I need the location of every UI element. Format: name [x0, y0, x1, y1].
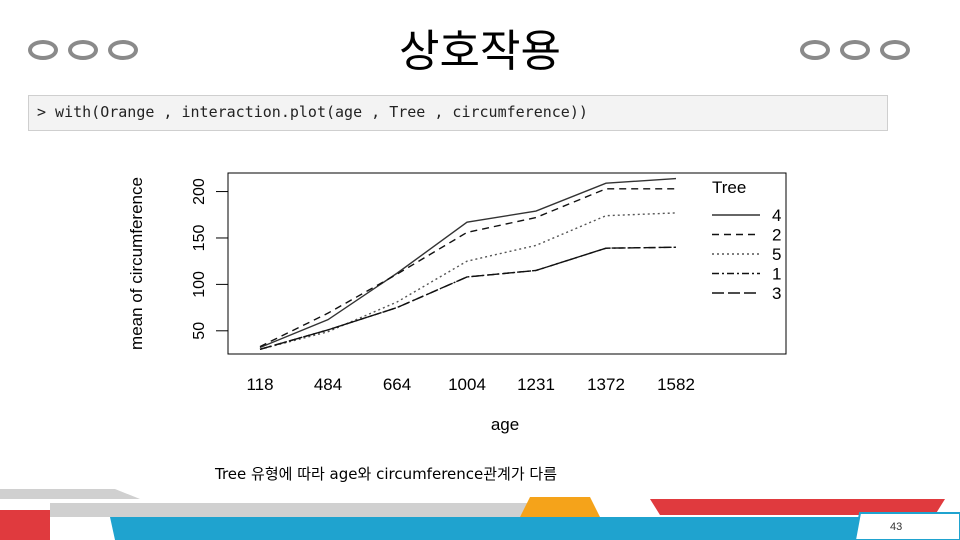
x-tick-label: 1231: [517, 375, 555, 394]
footer-red-right: [650, 499, 945, 515]
x-tick-label: 1372: [587, 375, 625, 394]
y-tick-label: 50: [191, 322, 208, 340]
plot-frame: [227, 172, 787, 355]
x-tick-label: 118: [246, 375, 273, 394]
y-tick-label: 150: [191, 225, 208, 252]
x-axis-label: age: [491, 415, 519, 434]
series-line-4: [259, 177, 677, 349]
y-tick-label: 100: [191, 271, 208, 298]
x-tick-label: 1004: [448, 375, 486, 394]
circle-icon: [800, 40, 830, 60]
legend-label-4: 4: [772, 206, 781, 225]
code-text: > with(Orange , interaction.plot(age , T…: [37, 103, 588, 121]
legend-label-1: 1: [772, 265, 781, 284]
slide-caption: Tree 유형에 따라 age와 circumference관계가 다름: [215, 465, 558, 483]
y-axis-label: mean of circumference: [127, 177, 146, 350]
legend-label-5: 5: [772, 245, 781, 264]
footer-blue-band: [110, 517, 860, 540]
circle-icon: [68, 40, 98, 60]
x-tick-label: 484: [314, 375, 342, 394]
series-line-3: [259, 246, 677, 351]
footer-orange-block: [520, 497, 600, 517]
legend-title: Tree: [712, 178, 746, 197]
code-block: > with(Orange , interaction.plot(age , T…: [28, 95, 888, 131]
legend-label-3: 3: [772, 284, 781, 303]
page-number: 43: [890, 521, 903, 533]
footer-page-tab: [853, 512, 960, 540]
decorative-circles-left: [28, 40, 138, 66]
circle-icon: [28, 40, 58, 60]
footer-red-left: [0, 510, 50, 540]
legend-label-2: 2: [772, 226, 781, 245]
series-line-1: [259, 246, 677, 351]
y-tick-label: 200: [191, 178, 208, 205]
x-tick-label: 1582: [657, 375, 695, 394]
circle-icon: [840, 40, 870, 60]
circle-icon: [880, 40, 910, 60]
footer-gray-band: [50, 503, 530, 517]
footer-gray-stripe: [0, 489, 140, 499]
interaction-plot: 50 100 150 200 mean of circumference 118 484 66…: [127, 172, 787, 434]
footer-decoration: [0, 489, 960, 540]
decorative-circles-right: [800, 40, 910, 66]
x-tick-label: 664: [383, 375, 411, 394]
series-line-5: [259, 212, 677, 351]
circle-icon: [108, 40, 138, 60]
slide-title: 상호작용: [399, 26, 561, 77]
series-line-2: [259, 188, 676, 348]
